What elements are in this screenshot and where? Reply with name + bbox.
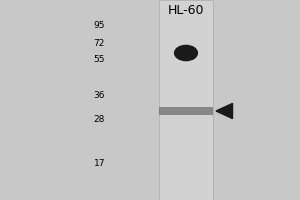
Text: HL-60: HL-60 bbox=[168, 3, 204, 17]
Polygon shape bbox=[216, 103, 232, 119]
FancyBboxPatch shape bbox=[159, 0, 213, 200]
Text: 72: 72 bbox=[94, 40, 105, 48]
Text: 36: 36 bbox=[94, 92, 105, 100]
FancyBboxPatch shape bbox=[159, 107, 213, 115]
Text: 55: 55 bbox=[94, 55, 105, 64]
Text: 17: 17 bbox=[94, 160, 105, 168]
Circle shape bbox=[175, 45, 197, 61]
Text: 28: 28 bbox=[94, 116, 105, 124]
Text: 95: 95 bbox=[94, 21, 105, 30]
